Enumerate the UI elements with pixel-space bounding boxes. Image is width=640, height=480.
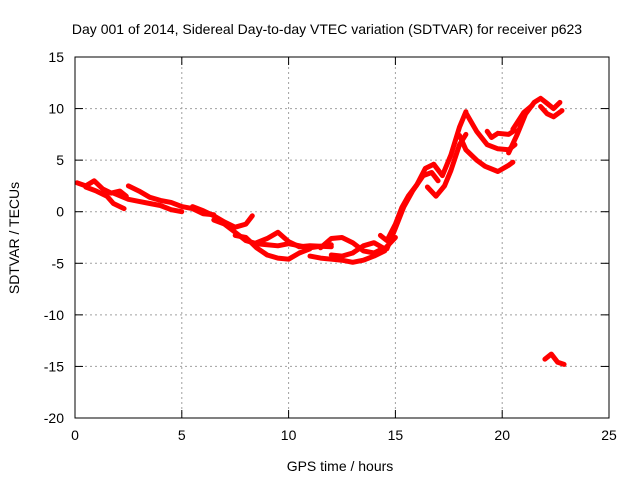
plot-frame [74,56,610,419]
series-arc-20 [538,104,565,120]
x-tick-label: 0 [71,427,79,443]
x-tick-label: 5 [178,427,186,443]
x-tick-label: 15 [388,427,404,443]
series-arc-16 [457,132,516,174]
series-arc-4 [110,190,185,215]
y-tick-label: 0 [56,204,64,220]
series-arc-8 [254,229,334,250]
series-arc-2 [83,184,127,212]
y-tick-label: -20 [44,410,64,426]
x-axis-label: GPS time / hours [287,458,394,474]
x-tick-label: 25 [601,427,617,443]
y-tick-label: 10 [48,101,64,117]
tick-labels: 0 5 10 15 20 25 -20 -15 -10 -5 0 5 10 15 [44,49,617,443]
axes [74,56,610,419]
series-arc-17 [463,110,518,153]
chart-title: Day 001 of 2014, Sidereal Day-to-day VTE… [72,21,582,37]
series-arc-22 [542,351,567,367]
y-tick-label: -5 [52,255,65,271]
y-tick-label: 5 [56,152,64,168]
data-series [74,95,567,367]
grid-lines [75,57,609,418]
series-arc-9 [307,248,388,265]
y-tick-label: 15 [48,49,64,65]
series-arc-18 [484,127,518,140]
x-tick-label: 20 [494,427,510,443]
series-arc-13 [384,170,441,252]
series-arc-7 [232,232,313,262]
series-arc-19 [506,95,563,156]
y-axis-label: SDTVAR / TECUs [6,182,22,294]
y-tick-label: -10 [44,307,64,323]
series-arc-10 [318,235,386,256]
series-arc-21 [510,103,535,132]
series-arc-15 [431,109,469,179]
y-tick-label: -15 [44,358,64,374]
series-arc-3 [125,183,217,218]
x-tick-label: 10 [281,427,297,443]
